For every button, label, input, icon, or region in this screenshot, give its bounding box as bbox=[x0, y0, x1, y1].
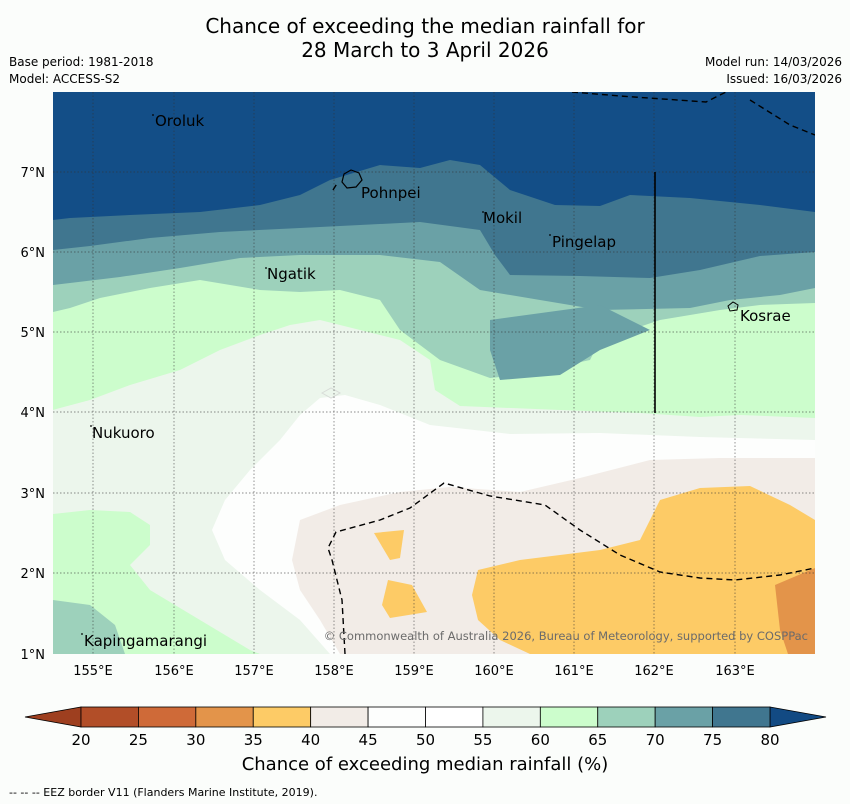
gridlines bbox=[53, 92, 815, 654]
model-name: Model: ACCESS-S2 bbox=[9, 72, 121, 86]
lat-tick-5: 5°N bbox=[21, 326, 46, 341]
place-kapingamarangi: Kapingamarangi bbox=[84, 632, 207, 650]
lat-tick-2: 2°N bbox=[21, 567, 46, 582]
colorbar-high-arrow bbox=[769, 706, 827, 728]
copyright-note: © Commonwealth of Australia 2026, Bureau… bbox=[324, 629, 808, 643]
colorbar-swatch bbox=[367, 706, 426, 728]
place-pingelap: Pingelap bbox=[552, 233, 616, 251]
lat-tick-4: 4°N bbox=[21, 406, 46, 421]
lon-tick-157: 157°E bbox=[234, 664, 274, 679]
colorbar-tick-label: 30 bbox=[186, 731, 205, 749]
lon-tick-163: 163°E bbox=[715, 664, 755, 679]
colorbar-swatch bbox=[597, 706, 656, 728]
band-70-75-mid bbox=[490, 305, 650, 380]
place-kosrae: Kosrae bbox=[740, 307, 791, 325]
colorbar-tick-label: 25 bbox=[129, 731, 148, 749]
colorbar-tick-label: 45 bbox=[359, 731, 378, 749]
colorbar-swatch bbox=[482, 706, 541, 728]
colorbar-tick-label: 70 bbox=[646, 731, 665, 749]
colorbar-swatch bbox=[712, 706, 771, 728]
island-marks bbox=[81, 114, 551, 635]
base-period: Base period: 1981-2018 bbox=[9, 55, 154, 69]
meta-left: Base period: 1981-2018 Model: ACCESS-S2 bbox=[9, 54, 154, 88]
lon-tick-162: 162°E bbox=[634, 664, 674, 679]
colorbar-tick-label: 35 bbox=[244, 731, 263, 749]
lon-tick-159: 159°E bbox=[394, 664, 434, 679]
place-nukuoro: Nukuoro bbox=[92, 424, 155, 442]
colorbar-low-arrow bbox=[24, 706, 82, 728]
colorbar-tick-label: 80 bbox=[760, 731, 779, 749]
colorbar-tick-label: 50 bbox=[416, 731, 435, 749]
meta-right: Model run: 14/03/2026 Issued: 16/03/2026 bbox=[705, 54, 842, 88]
title-line-2: 28 March to 3 April 2026 bbox=[301, 38, 549, 62]
model-run: Model run: 14/03/2026 bbox=[704, 55, 842, 69]
lon-tick-160: 160°E bbox=[474, 664, 514, 679]
colorbar-tick-label: 60 bbox=[531, 731, 550, 749]
lon-tick-161: 161°E bbox=[554, 664, 594, 679]
forecast-map[interactable]: Oroluk Pohnpei Mokil Pingelap Ngatik Kos… bbox=[53, 90, 815, 654]
colorbar-swatches bbox=[80, 706, 771, 728]
colorbar-swatch bbox=[138, 706, 197, 728]
lat-tick-7: 7°N bbox=[21, 166, 46, 181]
place-ngatik: Ngatik bbox=[267, 265, 316, 283]
lon-tick-156: 156°E bbox=[154, 664, 194, 679]
kosrae-island-icon bbox=[727, 301, 739, 312]
band-80-plus bbox=[53, 92, 815, 220]
band-35-40-patch-b bbox=[382, 580, 427, 618]
band-30-35 bbox=[775, 568, 815, 654]
colorbar-tick-label: 65 bbox=[588, 731, 607, 749]
colorbar-ticks: 20 25 30 35 40 45 50 55 60 65 70 75 80 bbox=[71, 731, 779, 749]
issued-date: Issued: 16/03/2026 bbox=[726, 72, 842, 86]
colorbar-tick-label: 40 bbox=[301, 731, 320, 749]
pohnpei-island-icon bbox=[341, 169, 363, 189]
colorbar-tick-label: 55 bbox=[473, 731, 492, 749]
colorbar-swatch bbox=[654, 706, 713, 728]
footer-note: -- -- -- EEZ border V11 (Flanders Marine… bbox=[9, 786, 318, 799]
colorbar-tick-label: 20 bbox=[71, 731, 90, 749]
lon-tick-158: 158°E bbox=[314, 664, 354, 679]
contour-isle bbox=[320, 387, 342, 399]
colorbar-swatch bbox=[80, 706, 139, 728]
eez-borders bbox=[327, 92, 815, 654]
place-mokil: Mokil bbox=[483, 209, 522, 227]
colorbar-swatch bbox=[425, 706, 484, 728]
colorbar-swatch bbox=[310, 706, 369, 728]
lon-tick-155: 155°E bbox=[73, 664, 113, 679]
map-title: Chance of exceeding the median rainfall … bbox=[0, 14, 850, 62]
band-35-40 bbox=[472, 486, 815, 654]
band-65-70-sw bbox=[53, 600, 125, 654]
colorbar-title: Chance of exceeding median rainfall (%) bbox=[241, 754, 609, 775]
place-oroluk: Oroluk bbox=[155, 112, 204, 130]
lat-tick-6: 6°N bbox=[21, 246, 46, 261]
band-35-40-patch-a bbox=[374, 530, 404, 560]
colorbar-swatch bbox=[195, 706, 254, 728]
title-line-1: Chance of exceeding the median rainfall … bbox=[205, 14, 645, 38]
lat-tick-3: 3°N bbox=[21, 487, 46, 502]
place-pohnpei: Pohnpei bbox=[361, 184, 421, 202]
colorbar-swatch bbox=[539, 706, 599, 728]
colorbar: 20 25 30 35 40 45 50 55 60 65 70 75 80 bbox=[24, 706, 827, 749]
colorbar-swatch bbox=[252, 706, 312, 728]
colorbar-tick-label: 75 bbox=[703, 731, 722, 749]
lat-tick-1: 1°N bbox=[21, 648, 46, 663]
